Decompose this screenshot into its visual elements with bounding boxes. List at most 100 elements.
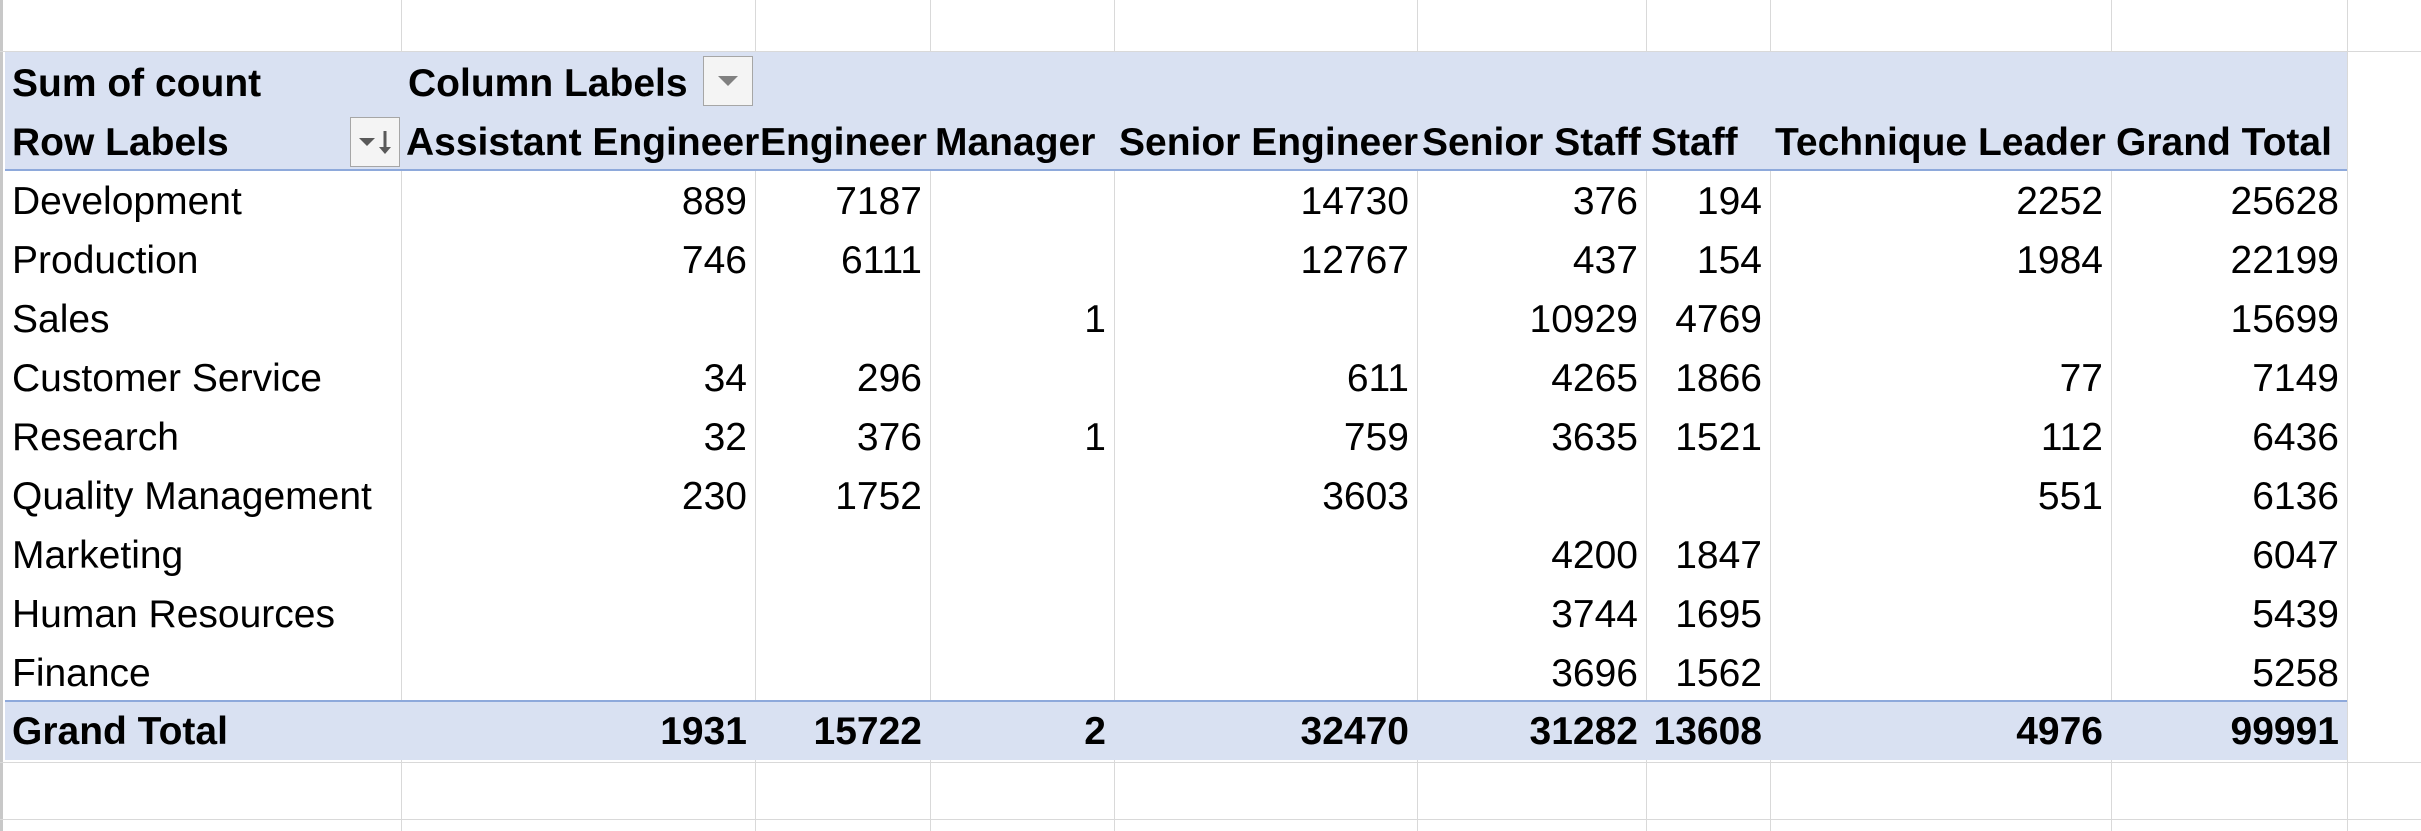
value-cell[interactable]: 376	[856, 416, 922, 459]
value-cell[interactable]	[755, 585, 930, 644]
grand-total-value[interactable]: 15722	[813, 710, 922, 753]
value-cell[interactable]: 3696	[1551, 652, 1638, 695]
value-cell[interactable]	[1114, 585, 1417, 644]
value-cell[interactable]	[401, 644, 755, 703]
column-header-technique-leader[interactable]: Technique Leader	[1775, 121, 2106, 164]
value-cell[interactable]	[401, 290, 755, 349]
value-cell[interactable]: 611	[1346, 357, 1409, 400]
value-cell[interactable]	[1770, 526, 2111, 585]
value-cell[interactable]	[755, 644, 930, 703]
value-cell[interactable]: 4769	[1675, 298, 1762, 341]
value-cell[interactable]: 376	[1572, 180, 1638, 223]
value-cell[interactable]: 1866	[1675, 357, 1762, 400]
value-cell[interactable]: 154	[1696, 239, 1762, 282]
value-cell[interactable]: 551	[2037, 475, 2103, 518]
value-cell[interactable]: 12767	[1300, 239, 1409, 282]
value-cell[interactable]: 34	[703, 357, 747, 400]
value-cell[interactable]	[1417, 467, 1646, 526]
column-labels-caption[interactable]: Column Labels	[408, 62, 688, 105]
column-header-engineer[interactable]: Engineer	[760, 121, 927, 164]
value-cell[interactable]: 3635	[1551, 416, 1638, 459]
value-cell[interactable]: 4265	[1551, 357, 1638, 400]
value-cell[interactable]: 1695	[1675, 593, 1762, 636]
value-cell[interactable]: 6136	[2252, 475, 2339, 518]
value-cell[interactable]	[401, 526, 755, 585]
value-cell[interactable]: 6111	[841, 239, 922, 282]
value-cell[interactable]: 889	[681, 180, 747, 223]
column-header-grand-total[interactable]: Grand Total	[2116, 121, 2332, 164]
row-label[interactable]: Human Resources	[12, 593, 335, 636]
value-cell[interactable]: 15699	[2230, 298, 2339, 341]
value-cell[interactable]	[755, 526, 930, 585]
grand-total-value[interactable]: 32470	[1300, 710, 1409, 753]
value-cell[interactable]	[1770, 585, 2111, 644]
value-cell[interactable]: 2252	[2016, 180, 2103, 223]
grand-total-value[interactable]: 99991	[2230, 710, 2339, 753]
row-label[interactable]: Production	[12, 239, 199, 282]
value-cell[interactable]: 4200	[1551, 534, 1638, 577]
value-cell[interactable]: 1984	[2016, 239, 2103, 282]
row-label[interactable]: Customer Service	[12, 357, 322, 400]
value-cell[interactable]: 759	[1343, 416, 1409, 459]
value-cell[interactable]	[930, 231, 1114, 290]
value-cell[interactable]: 5439	[2252, 593, 2339, 636]
value-field-label[interactable]: Sum of count	[12, 62, 262, 105]
grand-total-value[interactable]: 2	[1084, 710, 1106, 753]
value-cell[interactable]: 7187	[835, 180, 922, 223]
value-cell[interactable]: 25628	[2230, 180, 2339, 223]
value-cell[interactable]	[930, 526, 1114, 585]
value-cell[interactable]: 296	[856, 357, 922, 400]
value-cell[interactable]	[1114, 290, 1417, 349]
value-cell[interactable]	[1114, 644, 1417, 703]
row-label[interactable]: Quality Management	[12, 475, 372, 518]
value-cell[interactable]: 3603	[1322, 475, 1409, 518]
value-cell[interactable]	[930, 349, 1114, 408]
value-cell[interactable]: 6436	[2252, 416, 2339, 459]
value-cell[interactable]: 746	[681, 239, 747, 282]
grand-total-value[interactable]: 13608	[1653, 710, 1762, 753]
value-cell[interactable]	[1770, 290, 2111, 349]
value-cell[interactable]: 6047	[2252, 534, 2339, 577]
row-label[interactable]: Development	[12, 180, 242, 223]
value-cell[interactable]: 5258	[2252, 652, 2339, 695]
value-cell[interactable]: 112	[2040, 416, 2103, 459]
row-labels-sort-filter-button[interactable]	[350, 117, 400, 167]
value-cell[interactable]: 1562	[1675, 652, 1762, 695]
column-header-assistant-engineer[interactable]: Assistant Engineer	[406, 121, 760, 164]
row-label[interactable]: Sales	[12, 298, 110, 341]
grand-total-value[interactable]: 31282	[1529, 710, 1638, 753]
value-cell[interactable]	[401, 585, 755, 644]
column-header-senior-staff[interactable]: Senior Staff	[1422, 121, 1641, 164]
value-cell[interactable]	[930, 585, 1114, 644]
value-cell[interactable]: 1521	[1675, 416, 1762, 459]
value-cell[interactable]: 1	[1084, 298, 1106, 341]
row-labels-caption[interactable]: Row Labels	[12, 121, 229, 164]
value-cell[interactable]: 10929	[1529, 298, 1638, 341]
row-label[interactable]: Finance	[12, 652, 151, 695]
value-cell[interactable]	[930, 644, 1114, 703]
value-cell[interactable]	[930, 172, 1114, 231]
value-cell[interactable]	[930, 467, 1114, 526]
grand-total-value[interactable]: 1931	[660, 710, 747, 753]
value-cell[interactable]: 14730	[1300, 180, 1409, 223]
value-cell[interactable]: 1847	[1675, 534, 1762, 577]
column-header-staff[interactable]: Staff	[1651, 121, 1738, 164]
value-cell[interactable]: 77	[2059, 357, 2103, 400]
value-cell[interactable]	[1646, 467, 1770, 526]
value-cell[interactable]: 3744	[1551, 593, 1638, 636]
row-label[interactable]: Marketing	[12, 534, 184, 577]
value-cell[interactable]: 32	[703, 416, 747, 459]
column-labels-filter-button[interactable]	[703, 56, 753, 106]
value-cell[interactable]: 194	[1696, 180, 1762, 223]
grand-total-value[interactable]: 4976	[2016, 710, 2103, 753]
grand-total-label[interactable]: Grand Total	[12, 710, 228, 753]
value-cell[interactable]	[1770, 644, 2111, 703]
row-label[interactable]: Research	[12, 416, 179, 459]
column-header-senior-engineer[interactable]: Senior Engineer	[1119, 121, 1419, 164]
value-cell[interactable]	[1114, 526, 1417, 585]
column-header-manager[interactable]: Manager	[935, 121, 1096, 164]
value-cell[interactable]: 437	[1572, 239, 1638, 282]
value-cell[interactable]	[755, 290, 930, 349]
value-cell[interactable]: 230	[681, 475, 747, 518]
